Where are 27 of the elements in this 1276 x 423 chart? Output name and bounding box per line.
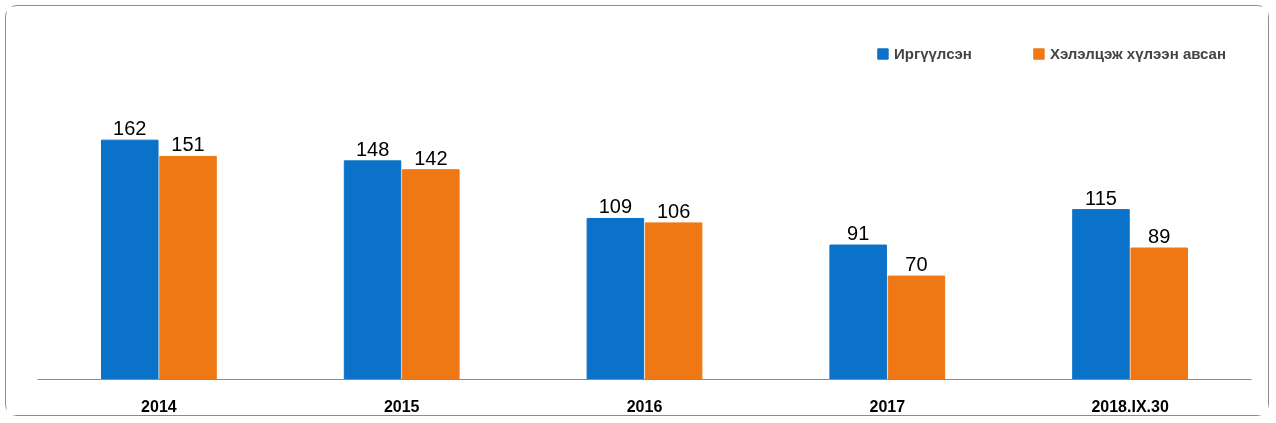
bar [644,222,703,380]
bar [1072,209,1130,380]
data-label: 109 [598,195,633,218]
bar [159,155,217,380]
x-tick-label: 2014 [141,397,177,415]
legend-label: Хэлэлцэж хүлээн авсан [1049,45,1226,62]
data-label: 70 [905,253,928,276]
x-tick-label: 2018.IX.30 [1091,397,1169,415]
legend-label: Иргүүлсэн [893,45,972,62]
bar [343,160,402,380]
bar [887,275,946,380]
data-label: 151 [171,133,205,156]
data-label: 162 [113,117,147,140]
x-tick-label: 2016 [626,397,663,415]
x-tick-label: 2017 [869,397,906,415]
bar [101,139,159,380]
data-label: 91 [847,222,870,245]
bar [1130,247,1188,380]
bar [402,169,460,380]
x-tick-label: 2015 [383,397,420,415]
data-label: 106 [656,199,691,222]
data-label: 142 [414,146,448,169]
data-label: 115 [1085,186,1117,209]
bar [829,244,887,380]
data-label: 89 [1148,225,1171,248]
bar [586,217,645,380]
data-label: 148 [355,137,390,160]
